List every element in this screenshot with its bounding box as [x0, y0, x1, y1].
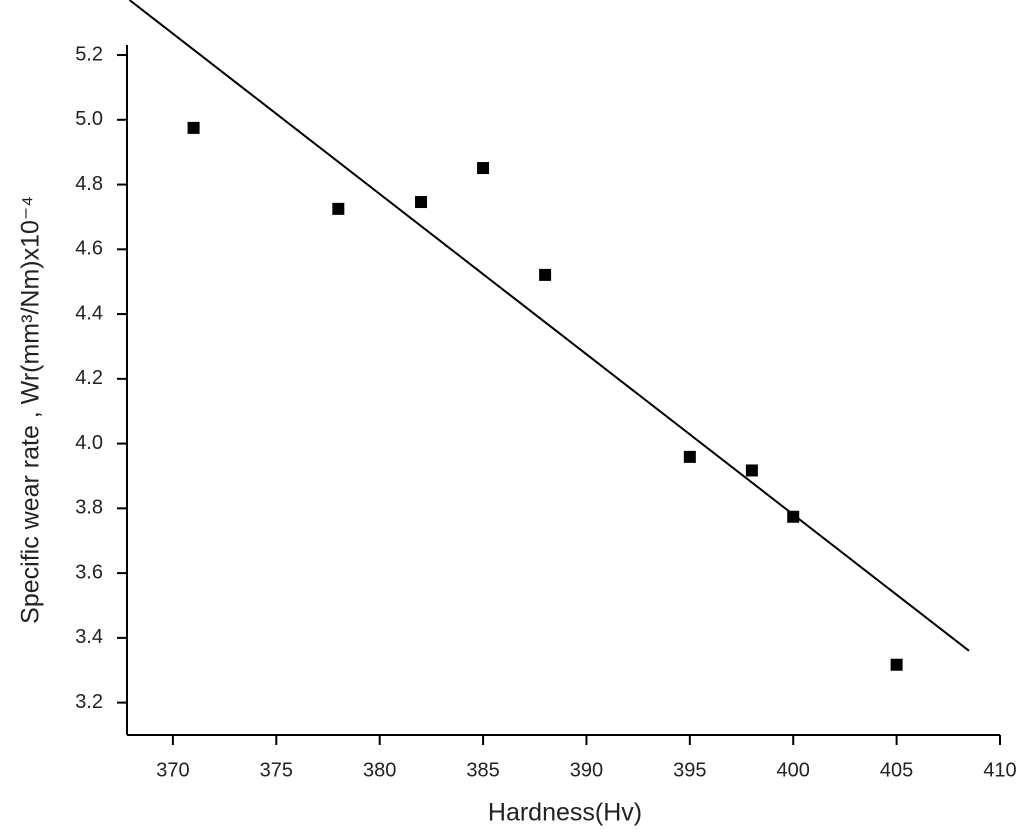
point: [745, 464, 758, 477]
y-tick-label: 5.2: [75, 43, 103, 65]
y-tick-label: 4.6: [75, 238, 103, 260]
y-tick-label: 4.2: [75, 367, 103, 389]
y-axis-title: Specific wear rate , Wr(mm³/Nm)x10⁻⁴: [17, 196, 45, 624]
point: [332, 202, 345, 215]
point: [187, 121, 200, 134]
point: [787, 510, 800, 523]
x-tick-label: 395: [673, 759, 706, 781]
y-tick-label: 4.0: [75, 432, 103, 454]
x-tick-label: 370: [156, 759, 189, 781]
y-tick-label: 3.2: [75, 691, 103, 713]
point: [539, 268, 552, 281]
x-axis-title: Hardness(Hv): [488, 799, 642, 827]
y-tick-label: 4.8: [75, 173, 103, 195]
point: [477, 162, 490, 175]
x-tick-label: 375: [260, 759, 293, 781]
y-tick-label: 3.8: [75, 497, 103, 519]
x-tick-label: 400: [777, 759, 810, 781]
fit-line: [128, 0, 970, 652]
point: [890, 658, 903, 671]
x-tick-label: 380: [363, 759, 396, 781]
point: [415, 196, 428, 209]
point: [683, 450, 696, 463]
y-tick-label: 3.6: [75, 561, 103, 583]
y-tick-label: 5.0: [75, 108, 103, 130]
x-tick-label: 410: [983, 759, 1016, 781]
x-tick-label: 390: [570, 759, 603, 781]
x-tick-label: 405: [880, 759, 913, 781]
y-tick-label: 3.4: [75, 626, 103, 648]
y-tick-label: 4.4: [75, 302, 103, 324]
x-tick-label: 385: [466, 759, 499, 781]
